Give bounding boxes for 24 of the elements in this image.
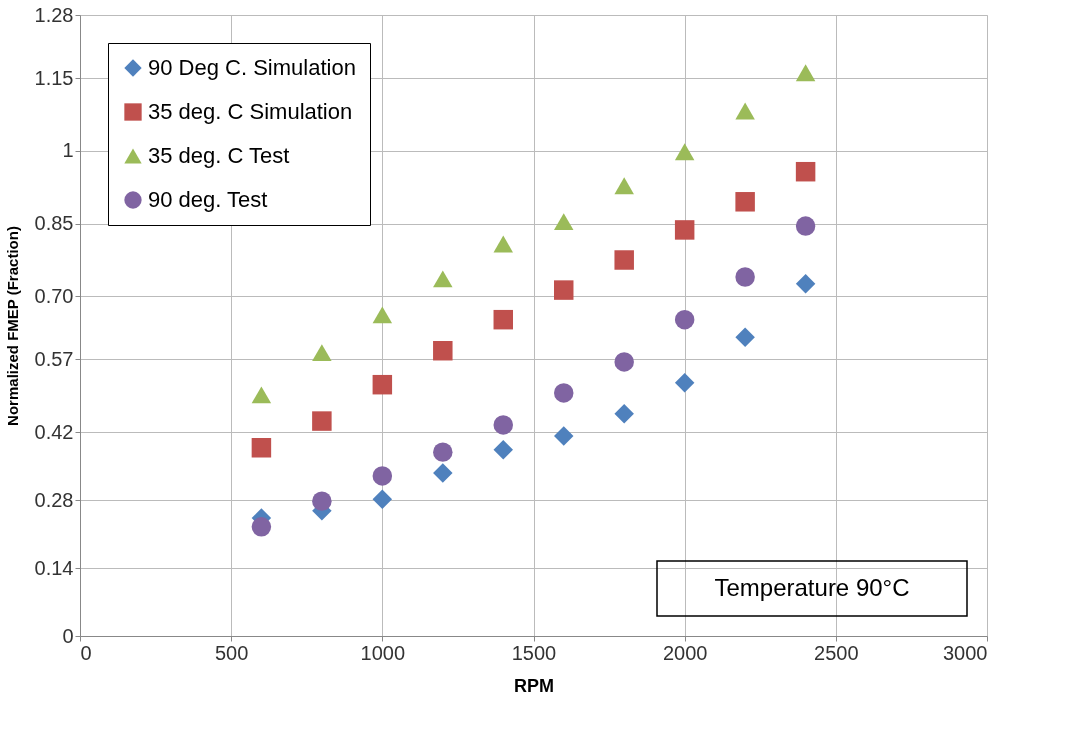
x-tick-label: 1500	[511, 641, 557, 664]
y-tick-label: 0	[62, 624, 74, 647]
annotation: Temperature 90°C	[714, 574, 910, 601]
x-tick-label: 2500	[814, 641, 859, 664]
x-tick-label: 3000	[943, 641, 988, 664]
x-tick-label: 1000	[360, 641, 406, 664]
y-tick-label: 1	[62, 139, 74, 162]
y-tick-label: 0.57	[34, 347, 74, 370]
legend-label: 90 deg. Test	[148, 187, 268, 212]
legend-label: 90 Deg C. Simulation	[148, 55, 356, 80]
legend-label: 35 deg. C Test	[148, 143, 290, 168]
x-tick-label: 2000	[662, 641, 708, 664]
y-tick-label: 1.15	[34, 66, 74, 89]
y-tick-label: 0.42	[34, 420, 74, 443]
y-tick-label: 0.70	[34, 284, 74, 307]
x-axis-title: RPM	[514, 675, 554, 696]
y-tick-label: 1.28	[34, 3, 74, 26]
y-tick-label: 0.85	[34, 212, 74, 235]
y-tick-label: 0.14	[34, 556, 74, 579]
y-axis-title: Normalized FMEP (Fraction)	[3, 226, 21, 426]
y-tick-label: 0.28	[34, 488, 74, 511]
legend-label: 35 deg. C Simulation	[148, 99, 353, 124]
x-tick-label: 500	[214, 641, 249, 664]
x-tick-label: 0	[80, 641, 92, 664]
